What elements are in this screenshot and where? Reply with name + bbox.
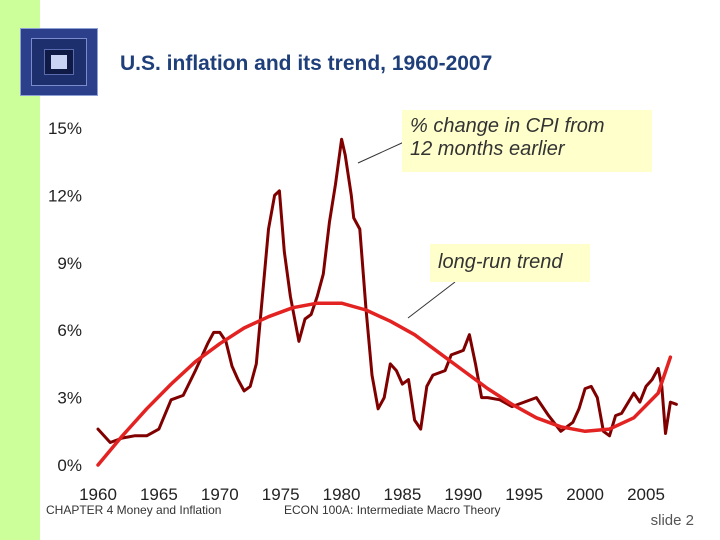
x-tick-label: 1970 xyxy=(201,485,239,504)
x-tick-label: 1965 xyxy=(140,485,178,504)
y-tick-label: 12% xyxy=(48,186,82,205)
x-tick-label: 1960 xyxy=(79,485,117,504)
x-tick-label: 2005 xyxy=(627,485,665,504)
slide-label: slide xyxy=(650,512,682,529)
logo-light xyxy=(51,55,67,69)
callout-cpi-line2: 12 months earlier xyxy=(410,138,565,160)
footer-course: ECON 100A: Intermediate Macro Theory xyxy=(284,503,501,517)
slide-title-main: U.S. inflation and its trend, xyxy=(120,52,387,75)
callout-trend: long-run trend xyxy=(430,244,590,282)
y-tick-label: 6% xyxy=(57,321,82,340)
callout-trend-label: long-run trend xyxy=(438,251,563,273)
slide-number: slide 2 xyxy=(651,512,694,529)
cpi-inflation-line xyxy=(96,137,678,444)
cpi-leader-line xyxy=(357,141,405,164)
x-tick-label: 1990 xyxy=(444,485,482,504)
trend-leader-line xyxy=(407,281,456,319)
footer-chapter: CHAPTER 4 Money and Inflation xyxy=(46,503,222,517)
x-tick-label: 1980 xyxy=(323,485,361,504)
y-tick-label: 9% xyxy=(57,254,82,273)
slide-number-value: 2 xyxy=(685,512,694,529)
callout-leaders xyxy=(357,141,456,319)
y-tick-label: 15% xyxy=(48,119,82,138)
long-run-trend-line xyxy=(96,301,673,467)
x-tick-label: 2000 xyxy=(566,485,604,504)
y-tick-label: 3% xyxy=(57,389,82,408)
callout-cpi-line1: % change in CPI from xyxy=(410,115,605,137)
slide-title-years: 1960-2007 xyxy=(391,52,493,75)
logo-frame xyxy=(31,38,87,86)
x-tick-label: 1995 xyxy=(505,485,543,504)
y-tick-label: 0% xyxy=(57,456,82,475)
logo-icon xyxy=(20,28,98,96)
slide-title: U.S. inflation and its trend, 1960-2007 xyxy=(120,52,492,76)
chart-series xyxy=(96,137,678,467)
chart-axes: 0% 3% 6% 9% 12% 15% 1960 1965 1970 1975 1980 1985 19… xyxy=(48,119,665,504)
x-tick-label: 1975 xyxy=(262,485,300,504)
x-tick-label: 1985 xyxy=(384,485,422,504)
callout-cpi: % change in CPI from 12 months earlier xyxy=(402,110,652,172)
logo-window xyxy=(44,49,74,75)
